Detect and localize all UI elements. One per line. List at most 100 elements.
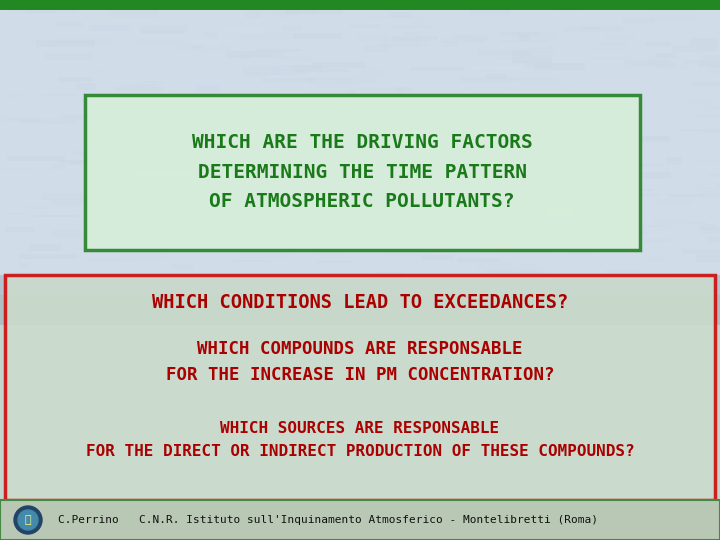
FancyBboxPatch shape xyxy=(291,65,323,69)
FancyBboxPatch shape xyxy=(371,135,399,139)
FancyBboxPatch shape xyxy=(39,200,86,204)
FancyBboxPatch shape xyxy=(444,105,456,110)
FancyBboxPatch shape xyxy=(171,264,194,270)
FancyBboxPatch shape xyxy=(669,194,706,198)
FancyBboxPatch shape xyxy=(169,48,207,51)
FancyBboxPatch shape xyxy=(298,70,310,74)
Text: WHICH CONDITIONS LEAD TO EXCEEDANCES?: WHICH CONDITIONS LEAD TO EXCEEDANCES? xyxy=(152,293,568,312)
FancyBboxPatch shape xyxy=(392,25,433,28)
FancyBboxPatch shape xyxy=(523,61,551,68)
FancyBboxPatch shape xyxy=(396,180,414,184)
FancyBboxPatch shape xyxy=(637,137,670,141)
FancyBboxPatch shape xyxy=(211,18,241,21)
FancyBboxPatch shape xyxy=(709,68,720,74)
FancyBboxPatch shape xyxy=(647,116,657,118)
FancyBboxPatch shape xyxy=(693,82,720,86)
Text: WHICH SOURCES ARE RESPONSABLE
FOR THE DIRECT OR INDIRECT PRODUCTION OF THESE COM: WHICH SOURCES ARE RESPONSABLE FOR THE DI… xyxy=(86,421,634,458)
FancyBboxPatch shape xyxy=(647,57,669,65)
FancyBboxPatch shape xyxy=(236,134,274,136)
FancyBboxPatch shape xyxy=(667,77,680,84)
FancyBboxPatch shape xyxy=(518,168,533,174)
FancyBboxPatch shape xyxy=(717,4,720,8)
FancyBboxPatch shape xyxy=(318,48,362,50)
FancyBboxPatch shape xyxy=(215,123,258,131)
FancyBboxPatch shape xyxy=(161,178,215,181)
FancyBboxPatch shape xyxy=(333,148,364,156)
FancyBboxPatch shape xyxy=(667,157,682,165)
FancyBboxPatch shape xyxy=(473,200,521,202)
FancyBboxPatch shape xyxy=(338,173,361,176)
FancyBboxPatch shape xyxy=(698,86,720,93)
FancyBboxPatch shape xyxy=(115,158,126,161)
FancyBboxPatch shape xyxy=(449,139,480,142)
FancyBboxPatch shape xyxy=(34,215,79,217)
FancyBboxPatch shape xyxy=(566,78,595,80)
FancyBboxPatch shape xyxy=(371,5,411,8)
FancyBboxPatch shape xyxy=(266,280,315,284)
FancyBboxPatch shape xyxy=(42,93,75,96)
FancyBboxPatch shape xyxy=(102,149,112,154)
Circle shape xyxy=(14,506,42,534)
FancyBboxPatch shape xyxy=(89,172,124,176)
FancyBboxPatch shape xyxy=(371,2,404,8)
FancyBboxPatch shape xyxy=(226,26,266,33)
FancyBboxPatch shape xyxy=(595,164,645,166)
FancyBboxPatch shape xyxy=(521,261,577,264)
FancyBboxPatch shape xyxy=(716,152,720,159)
FancyBboxPatch shape xyxy=(612,223,644,226)
FancyBboxPatch shape xyxy=(418,38,472,41)
FancyBboxPatch shape xyxy=(487,74,507,79)
FancyBboxPatch shape xyxy=(5,275,715,500)
FancyBboxPatch shape xyxy=(385,252,434,256)
FancyBboxPatch shape xyxy=(636,163,663,167)
FancyBboxPatch shape xyxy=(182,295,199,300)
FancyBboxPatch shape xyxy=(109,191,139,197)
FancyBboxPatch shape xyxy=(628,136,670,142)
FancyBboxPatch shape xyxy=(121,102,169,107)
FancyBboxPatch shape xyxy=(356,34,389,42)
FancyBboxPatch shape xyxy=(465,121,493,129)
FancyBboxPatch shape xyxy=(456,258,500,262)
FancyBboxPatch shape xyxy=(586,87,604,94)
FancyBboxPatch shape xyxy=(464,244,509,248)
FancyBboxPatch shape xyxy=(428,184,460,189)
FancyBboxPatch shape xyxy=(645,42,671,46)
FancyBboxPatch shape xyxy=(214,267,254,272)
FancyBboxPatch shape xyxy=(58,77,93,82)
FancyBboxPatch shape xyxy=(647,26,672,33)
FancyBboxPatch shape xyxy=(271,68,301,75)
FancyBboxPatch shape xyxy=(512,56,552,63)
FancyBboxPatch shape xyxy=(199,239,233,244)
FancyBboxPatch shape xyxy=(613,33,658,40)
FancyBboxPatch shape xyxy=(215,13,238,18)
FancyBboxPatch shape xyxy=(700,227,720,234)
FancyBboxPatch shape xyxy=(49,60,73,65)
FancyBboxPatch shape xyxy=(469,66,525,70)
FancyBboxPatch shape xyxy=(51,199,108,206)
FancyBboxPatch shape xyxy=(700,198,720,200)
FancyBboxPatch shape xyxy=(140,81,165,83)
FancyBboxPatch shape xyxy=(301,236,354,239)
FancyBboxPatch shape xyxy=(300,123,356,126)
FancyBboxPatch shape xyxy=(204,204,239,208)
FancyBboxPatch shape xyxy=(130,177,161,184)
FancyBboxPatch shape xyxy=(168,291,221,293)
FancyBboxPatch shape xyxy=(50,14,85,18)
FancyBboxPatch shape xyxy=(513,222,539,229)
FancyBboxPatch shape xyxy=(273,113,301,118)
FancyBboxPatch shape xyxy=(421,255,453,260)
FancyBboxPatch shape xyxy=(618,196,639,202)
FancyBboxPatch shape xyxy=(331,280,391,282)
FancyBboxPatch shape xyxy=(682,249,720,254)
FancyBboxPatch shape xyxy=(320,107,354,112)
FancyBboxPatch shape xyxy=(361,132,405,138)
FancyBboxPatch shape xyxy=(518,206,556,211)
FancyBboxPatch shape xyxy=(232,51,255,57)
FancyBboxPatch shape xyxy=(456,13,471,21)
FancyBboxPatch shape xyxy=(100,104,119,108)
FancyBboxPatch shape xyxy=(364,116,391,122)
FancyBboxPatch shape xyxy=(269,140,284,142)
FancyBboxPatch shape xyxy=(289,149,330,156)
FancyBboxPatch shape xyxy=(328,217,348,220)
FancyBboxPatch shape xyxy=(32,199,62,202)
